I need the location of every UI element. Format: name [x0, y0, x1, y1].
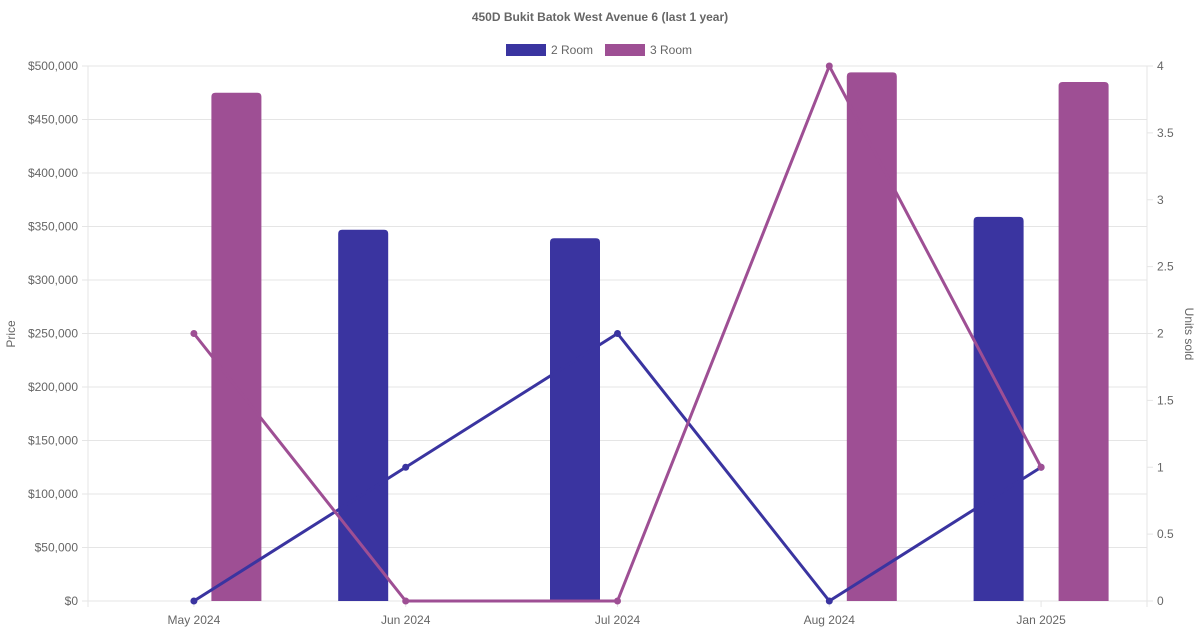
legend[interactable]: 2 Room 3 Room [506, 43, 692, 57]
x-tick-label-may-2024: May 2024 [168, 613, 221, 627]
point-2-room-jul-2024[interactable] [614, 330, 621, 337]
y-left-tick-label: $150,000 [28, 434, 78, 448]
y-left-tick-label: $450,000 [28, 113, 78, 127]
y-left-tick-label: $0 [65, 594, 79, 608]
y-axis-right-title: Units sold [1182, 308, 1196, 361]
y-left-tick-label: $400,000 [28, 166, 78, 180]
x-tick-label-aug-2024: Aug 2024 [804, 613, 856, 627]
y-right-tick-label: 0.5 [1157, 527, 1174, 541]
y-axis-right-ticks: 0 0.5 1 1.5 2 2.5 3 3.5 4 [1147, 59, 1174, 608]
bar-2-room-jun-2024[interactable] [338, 229, 389, 601]
point-2-room-jun-2024[interactable] [402, 463, 410, 471]
bars [211, 72, 1109, 602]
legend-label-3-room[interactable]: 3 Room [650, 43, 692, 57]
y-left-tick-label: $250,000 [28, 327, 78, 341]
bar-2-room-jan-2025[interactable] [973, 216, 1024, 601]
y-right-tick-label: 2.5 [1157, 260, 1174, 274]
point-3-room-aug-2024[interactable] [825, 62, 833, 70]
bar-3-room-aug-2024[interactable] [846, 72, 897, 602]
point-3-room-jul-2024[interactable] [614, 597, 621, 605]
y-left-tick-label: $500,000 [28, 59, 78, 73]
y-right-tick-label: 0 [1157, 594, 1164, 608]
chart-title: 450D Bukit Batok West Avenue 6 (last 1 y… [472, 10, 728, 24]
legend-swatch-2-room[interactable] [506, 44, 546, 56]
y-right-tick-label: 3 [1157, 193, 1164, 207]
y-right-tick-label: 1.5 [1157, 393, 1174, 407]
point-3-room-jun-2024[interactable] [402, 597, 410, 605]
point-3-room-may-2024[interactable] [190, 330, 198, 337]
legend-label-2-room[interactable]: 2 Room [551, 43, 593, 57]
y-right-tick-label: 2 [1157, 327, 1164, 341]
y-left-tick-label: $100,000 [28, 487, 78, 501]
y-axis-left-title: Price [4, 320, 18, 348]
point-2-room-may-2024[interactable] [190, 597, 198, 605]
x-tick-label-jan-2025: Jan 2025 [1016, 613, 1066, 627]
line-2-room-units [193, 332, 1042, 603]
bar-3-room-jan-2025[interactable] [1058, 82, 1109, 602]
y-right-tick-label: 3.5 [1157, 126, 1174, 140]
y-left-tick-label: $50,000 [35, 541, 79, 555]
x-tick-label-jul-2024: Jul 2024 [595, 613, 641, 627]
point-2-room-aug-2024[interactable] [825, 597, 833, 605]
bar-3-room-may-2024[interactable] [211, 92, 262, 601]
y-right-tick-label: 4 [1157, 59, 1164, 73]
legend-swatch-3-room[interactable] [605, 44, 645, 56]
point-3-room-jan-2025[interactable] [1037, 463, 1045, 471]
y-right-tick-label: 1 [1157, 460, 1164, 474]
y-left-tick-label: $350,000 [28, 220, 78, 234]
y-left-tick-label: $200,000 [28, 380, 78, 394]
x-axis-ticks: May 2024 Jun 2024 Jul 2024 Aug 2024 Jan 2025 [168, 601, 1066, 627]
lines [190, 62, 1045, 605]
bar-2-room-jul-2024[interactable] [550, 238, 600, 601]
y-left-tick-label: $300,000 [28, 273, 78, 287]
x-tick-label-jun-2024: Jun 2024 [381, 613, 431, 627]
y-axis-left-ticks: $0 $50,000 $100,000 $150,000 $200,000 $250,00… [28, 59, 78, 608]
